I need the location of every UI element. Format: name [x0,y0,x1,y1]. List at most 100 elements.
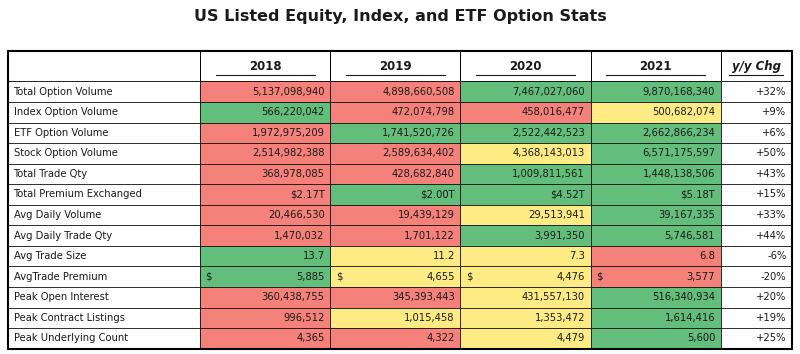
Bar [330,246,460,267]
Bar [590,143,721,164]
Text: 360,438,755: 360,438,755 [262,292,325,302]
Bar [8,143,200,164]
Text: 2021: 2021 [639,60,672,73]
Text: ETF Option Volume: ETF Option Volume [14,128,108,138]
Bar [721,122,792,143]
Text: 368,978,085: 368,978,085 [262,169,325,179]
Text: 3,991,350: 3,991,350 [534,230,585,241]
Bar [721,225,792,246]
Bar [200,164,330,184]
Text: 19,439,129: 19,439,129 [398,210,455,220]
Text: 9,870,168,340: 9,870,168,340 [642,87,715,97]
Text: 5,600: 5,600 [686,333,715,343]
Bar [460,287,590,308]
Text: 345,393,443: 345,393,443 [392,292,455,302]
Text: 431,557,130: 431,557,130 [522,292,585,302]
Bar [200,205,330,225]
Text: y/y Chg: y/y Chg [732,60,781,73]
Text: Peak Open Interest: Peak Open Interest [14,292,108,302]
Bar [8,164,200,184]
Text: 5,137,098,940: 5,137,098,940 [252,87,325,97]
Bar [460,184,590,205]
Text: 458,016,477: 458,016,477 [522,107,585,117]
Bar [721,308,792,328]
Bar [330,225,460,246]
Text: 39,167,335: 39,167,335 [658,210,715,220]
Bar [330,205,460,225]
Bar [200,267,330,287]
Text: 11.2: 11.2 [433,251,455,261]
Bar [200,246,330,267]
Text: 2,662,866,234: 2,662,866,234 [642,128,715,138]
Text: Total Trade Qty: Total Trade Qty [14,169,88,179]
Text: 2020: 2020 [509,60,542,73]
Text: 500,682,074: 500,682,074 [652,107,715,117]
Bar [330,328,460,349]
Text: 29,513,941: 29,513,941 [528,210,585,220]
Bar [8,267,200,287]
Bar [330,184,460,205]
Bar [8,205,200,225]
Text: 2,514,982,388: 2,514,982,388 [252,148,325,158]
Bar [721,164,792,184]
Bar [721,287,792,308]
Bar [590,164,721,184]
Bar [721,328,792,349]
Bar [590,205,721,225]
Bar [8,246,200,267]
Bar [590,287,721,308]
Bar [590,102,721,122]
Bar [460,308,590,328]
Bar [721,102,792,122]
Bar [460,205,590,225]
Text: +50%: +50% [756,148,786,158]
Bar [8,122,200,143]
Text: $2.00T: $2.00T [420,189,455,200]
Text: Total Option Volume: Total Option Volume [14,87,113,97]
Bar [460,328,590,349]
Bar [460,51,590,81]
Text: 1,470,032: 1,470,032 [274,230,325,241]
Text: +25%: +25% [756,333,786,343]
Text: 1,614,416: 1,614,416 [665,313,715,323]
Bar [460,246,590,267]
Bar [460,102,590,122]
Text: +6%: +6% [762,128,786,138]
Text: 4,322: 4,322 [426,333,455,343]
Text: 4,476: 4,476 [557,272,585,282]
Bar [460,267,590,287]
Bar [590,81,721,102]
Text: 4,479: 4,479 [557,333,585,343]
Text: 4,368,143,013: 4,368,143,013 [513,148,585,158]
Bar [330,308,460,328]
Text: 1,015,458: 1,015,458 [404,313,455,323]
Text: 13.7: 13.7 [302,251,325,261]
Text: Peak Contract Listings: Peak Contract Listings [14,313,125,323]
Text: Peak Underlying Count: Peak Underlying Count [14,333,128,343]
Bar [200,184,330,205]
Bar [590,308,721,328]
Bar [200,308,330,328]
Bar [8,102,200,122]
Text: -20%: -20% [761,272,786,282]
Text: 4,365: 4,365 [296,333,325,343]
Bar [8,328,200,349]
Text: 1,972,975,209: 1,972,975,209 [252,128,325,138]
Bar [590,328,721,349]
Bar [8,184,200,205]
Text: 2018: 2018 [249,60,282,73]
Text: AvgTrade Premium: AvgTrade Premium [14,272,106,282]
Text: 20,466,530: 20,466,530 [268,210,325,220]
Bar [200,81,330,102]
Bar [8,225,200,246]
Text: +32%: +32% [756,87,786,97]
Bar [330,51,460,81]
Bar [200,225,330,246]
Text: 4,655: 4,655 [426,272,455,282]
Text: $: $ [206,272,212,282]
Text: 3,577: 3,577 [686,272,715,282]
Bar [330,102,460,122]
Text: $2.17T: $2.17T [290,189,325,200]
Bar [721,184,792,205]
Text: 2,589,634,402: 2,589,634,402 [382,148,455,158]
